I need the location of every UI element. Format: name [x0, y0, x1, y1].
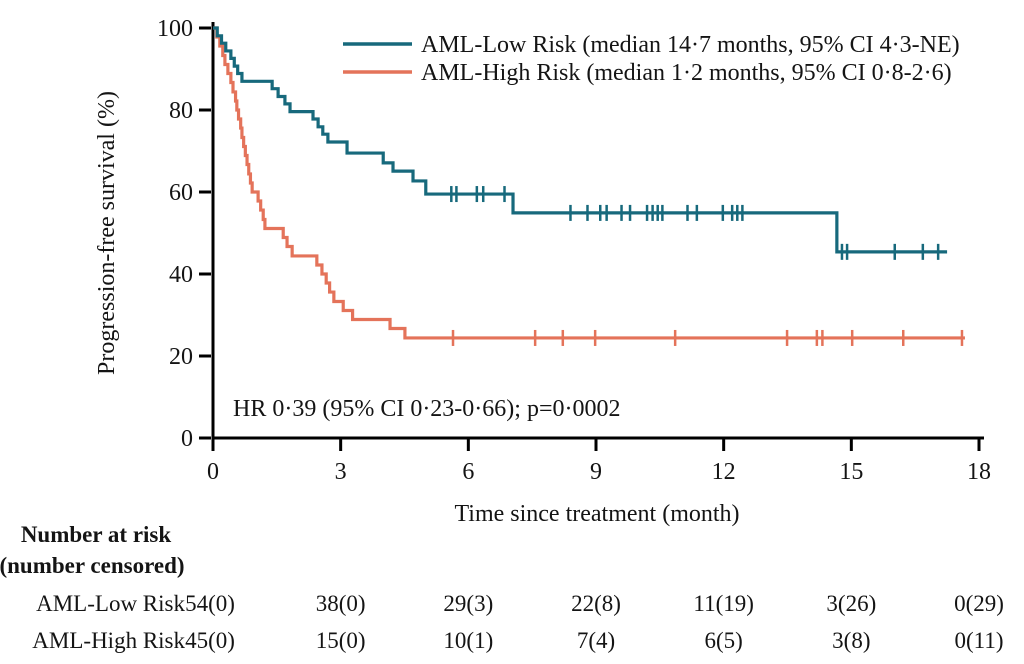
y-tick-label: 40	[169, 262, 193, 288]
risk-value: 3(26)	[826, 591, 876, 616]
risk-value: 11(19)	[693, 591, 753, 616]
hazard-ratio-annotation: HR 0·39 (95% CI 0·23-0·66); p=0·0002	[233, 396, 620, 422]
risk-value: 0(11)	[955, 628, 1004, 653]
risk-value: 3(8)	[832, 628, 870, 653]
number-at-risk-table: Number at risk (number censored) AML-Low…	[0, 522, 1004, 653]
risk-value: 38(0)	[316, 591, 366, 616]
y-tick-label: 80	[169, 98, 193, 124]
risk-row-label-high: AML-High Risk	[32, 628, 185, 653]
x-tick-label: 18	[967, 459, 991, 485]
x-tick-label: 0	[207, 459, 219, 485]
risk-value: 0(29)	[954, 591, 1004, 616]
x-axis-title: Time since treatment (month)	[454, 501, 739, 527]
y-tick-label: 100	[157, 16, 193, 42]
x-tick-label: 3	[335, 459, 347, 485]
x-tick-label: 6	[462, 459, 474, 485]
y-tick-label: 0	[181, 426, 193, 452]
km-curve-aml-high-risk	[213, 26, 965, 340]
risk-value: 29(3)	[443, 591, 493, 616]
legend-label-high-risk: AML-High Risk (median 1·2 months, 95% CI…	[421, 60, 952, 86]
risk-value: 6(5)	[705, 628, 743, 653]
y-tick-label: 60	[169, 180, 193, 206]
x-tick-label: 15	[839, 459, 863, 485]
risk-value: 22(8)	[571, 591, 621, 616]
risk-table-values: 54(0) 38(0) 29(3) 22(8) 11(19) 3(26) 0(29) 45(0…	[185, 591, 1004, 653]
x-axis-ticks: 0 3 6 9 12 15 18	[207, 439, 991, 485]
x-tick-label: 9	[590, 459, 602, 485]
survival-curves	[213, 26, 965, 346]
legend-label-low-risk: AML-Low Risk (median 14·7 months, 95% CI…	[421, 32, 960, 58]
risk-value: 10(1)	[443, 628, 493, 653]
y-tick-label: 20	[169, 344, 193, 370]
risk-value: 54(0)	[185, 591, 235, 616]
risk-table-header-line1: Number at risk	[21, 522, 172, 547]
risk-row-label-low: AML-Low Risk	[36, 591, 185, 616]
y-axis-title: Progression-free survival (%)	[94, 91, 120, 375]
legend: AML-Low Risk (median 14·7 months, 95% CI…	[343, 32, 960, 86]
y-axis-ticks: 0 20 40 60 80 100	[157, 16, 211, 452]
risk-value: 15(0)	[316, 628, 366, 653]
risk-table-header-line2: (number censored)	[0, 553, 185, 578]
km-curve-aml-low-risk	[213, 26, 948, 254]
risk-value: 7(4)	[577, 628, 615, 653]
risk-value: 45(0)	[185, 628, 235, 653]
x-tick-label: 12	[712, 459, 736, 485]
